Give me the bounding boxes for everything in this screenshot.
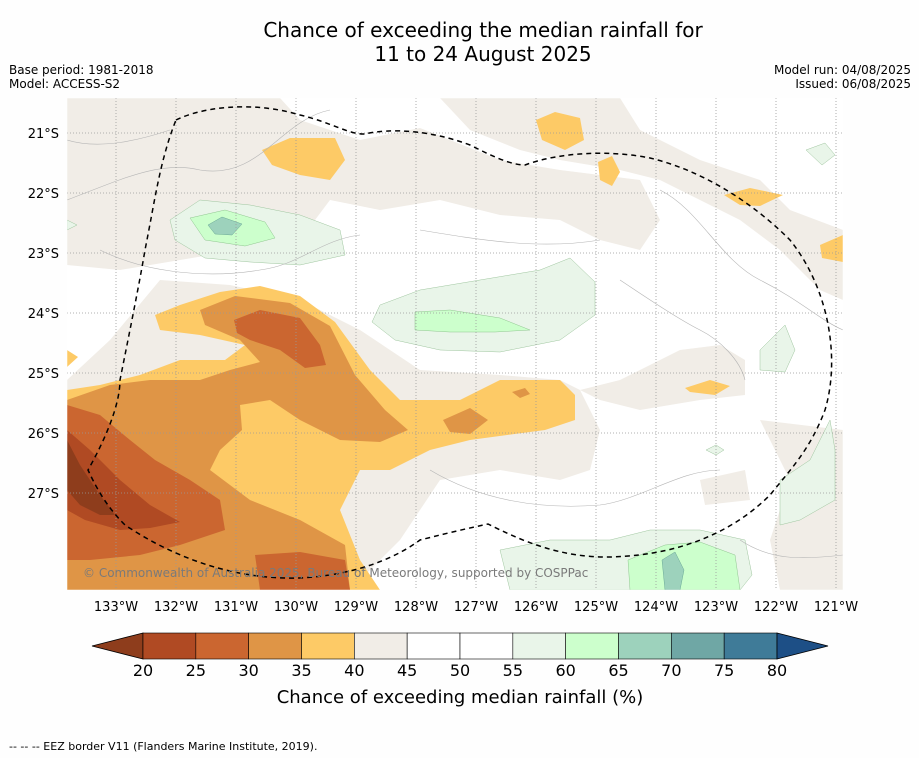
model-label: Model: ACCESS-S2 xyxy=(9,77,121,91)
colorbar-segment xyxy=(248,632,302,660)
colorbar-segment xyxy=(406,632,461,660)
y-tick-label: 23°S xyxy=(28,247,59,262)
colorbar-tick-label: 50 xyxy=(450,661,470,680)
x-axis: 133°W 132°W 131°W 130°W 129°W 128°W 127°… xyxy=(94,600,858,615)
chart-title: Chance of exceeding the median rainfall … xyxy=(0,18,919,66)
x-tick-label: 130°W xyxy=(274,600,318,615)
map-frame xyxy=(66,97,844,591)
colorbar-segment xyxy=(142,632,197,660)
x-tick-label: 133°W xyxy=(94,600,138,615)
x-tick-label: 124°W xyxy=(634,600,678,615)
x-tick-label: 122°W xyxy=(754,600,798,615)
colorbar-tick-label: 20 xyxy=(133,661,153,680)
y-axis: 21°S 22°S 23°S 24°S 25°S 26°S 27°S xyxy=(28,127,59,502)
band-65-70 xyxy=(207,216,685,590)
x-tick-label: 128°W xyxy=(394,600,438,615)
colorbar-tick-label: 45 xyxy=(397,661,417,680)
eez-border xyxy=(87,106,833,579)
x-tick-label: 129°W xyxy=(334,600,378,615)
colorbar-segment xyxy=(354,632,408,660)
colorbar xyxy=(91,632,829,660)
colorbar-tick-label: 70 xyxy=(661,661,681,680)
x-tick-label: 121°W xyxy=(814,600,858,615)
colorbar-tick-label: 35 xyxy=(291,661,311,680)
x-tick-label: 123°W xyxy=(694,600,738,615)
colorbar-tick-label: 40 xyxy=(344,661,364,680)
x-tick-label: 125°W xyxy=(574,600,618,615)
y-tick-label: 21°S xyxy=(28,127,59,142)
colorbar-tick-label: 30 xyxy=(238,661,258,680)
colorbar-extend-high xyxy=(776,632,829,660)
colorbar-segment xyxy=(565,632,619,660)
colorbar-segment xyxy=(301,632,355,660)
colorbar-ticks: 20 25 30 35 40 45 50 55 60 65 70 75 80 xyxy=(133,661,787,680)
contour-lines xyxy=(67,109,843,559)
y-tick-label: 25°S xyxy=(28,367,59,382)
colorbar-tick-label: 75 xyxy=(714,661,734,680)
colorbar-segment xyxy=(618,632,672,660)
issued-label: Issued: 06/08/2025 xyxy=(795,77,911,91)
colorbar-segment xyxy=(512,632,566,660)
y-tick-label: 24°S xyxy=(28,307,59,322)
colorbar-label: Chance of exceeding median rainfall (%) xyxy=(277,687,644,708)
copyright-text: © Commonwealth of Australia 2025, Bureau… xyxy=(83,566,588,580)
colorbar-segment xyxy=(459,632,514,660)
colorbar-tick-label: 55 xyxy=(503,661,523,680)
meta-left: Base period: 1981-2018 Model: ACCESS-S2 xyxy=(9,63,154,91)
x-tick-label: 126°W xyxy=(514,600,558,615)
colorbar-segment xyxy=(195,632,249,660)
eez-footnote: -- -- -- EEZ border V11 (Flanders Marine… xyxy=(9,740,318,753)
colorbar-extend-low xyxy=(91,632,144,660)
band-below-20 xyxy=(67,440,115,515)
colorbar-segment xyxy=(723,632,778,660)
colorbar-tick-label: 60 xyxy=(555,661,575,680)
colorbar-tick-label: 65 xyxy=(608,661,628,680)
map-field: © Commonwealth of Australia 2025, Bureau… xyxy=(67,98,843,590)
colorbar-tick-label: 25 xyxy=(186,661,206,680)
y-tick-label: 26°S xyxy=(28,427,59,442)
colorbar-segment xyxy=(671,632,725,660)
meta-right: Model run: 04/08/2025 Issued: 06/08/2025 xyxy=(774,63,911,91)
model-run-label: Model run: 04/08/2025 xyxy=(773,63,911,77)
y-tick-label: 22°S xyxy=(28,187,59,202)
y-tick-label: 27°S xyxy=(28,487,59,502)
map-gridlines xyxy=(67,98,843,590)
x-tick-label: 132°W xyxy=(154,600,198,615)
title-line-2: 11 to 24 August 2025 xyxy=(374,42,592,66)
x-tick-label: 127°W xyxy=(454,600,498,615)
title-line-1: Chance of exceeding the median rainfall … xyxy=(263,18,703,42)
base-period-label: Base period: 1981-2018 xyxy=(9,63,154,77)
colorbar-tick-label: 80 xyxy=(767,661,787,680)
x-tick-label: 131°W xyxy=(214,600,258,615)
